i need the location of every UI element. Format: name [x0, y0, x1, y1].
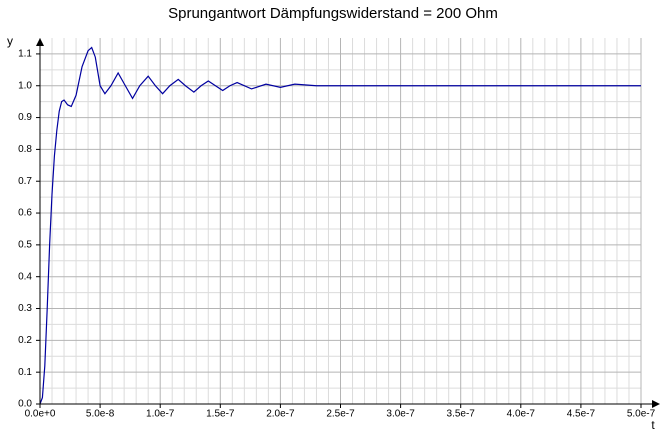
y-tick-label: 1.1 — [18, 49, 32, 60]
x-tick-label: 3.0e-7 — [386, 409, 415, 420]
y-tick-label: 0.4 — [18, 271, 32, 282]
y-axis-arrow — [36, 38, 44, 46]
x-tick-label: 2.0e-7 — [266, 409, 295, 420]
x-tick-label: 5.0e-8 — [86, 409, 115, 420]
x-tick-label: 3.5e-7 — [447, 409, 476, 420]
x-tick-label: 4.0e-7 — [507, 409, 536, 420]
y-tick-label: 0.0 — [18, 399, 32, 410]
y-tick-label: 1.0 — [18, 80, 32, 91]
x-axis-arrow — [652, 400, 660, 408]
y-tick-label: 0.3 — [18, 303, 32, 314]
x-tick-label: 0.0e+0 — [25, 409, 56, 420]
y-tick-label: 0.5 — [18, 240, 32, 251]
x-tick-label: 5.0e-7 — [627, 409, 656, 420]
data-line — [39, 46, 641, 405]
plot — [39, 46, 641, 405]
x-tick-label: 1.0e-7 — [146, 409, 175, 420]
y-tick-label: 0.8 — [18, 144, 32, 155]
x-axis-label: t — [651, 418, 655, 432]
chart-title: Sprungantwort Dämpfungswiderstand = 200 … — [168, 5, 498, 22]
y-tick-label: 0.2 — [18, 335, 32, 346]
y-tick-label: 0.9 — [18, 112, 32, 123]
y-tick-label: 0.7 — [18, 176, 32, 187]
y-tick-label: 0.6 — [18, 208, 32, 219]
labels: 0.0e+0 5.0e-8 1.0e-7 1.5e-7 2.0e-7 2.5e-7 3.0e… — [18, 49, 656, 420]
y-tick-label: 0.1 — [18, 367, 32, 378]
grid — [39, 38, 642, 405]
y-axis-label: y — [7, 34, 13, 48]
axes — [36, 38, 660, 408]
x-tick-label: 2.5e-7 — [326, 409, 355, 420]
x-tick-label: 4.5e-7 — [567, 409, 596, 420]
x-tick-label: 1.5e-7 — [206, 409, 235, 420]
